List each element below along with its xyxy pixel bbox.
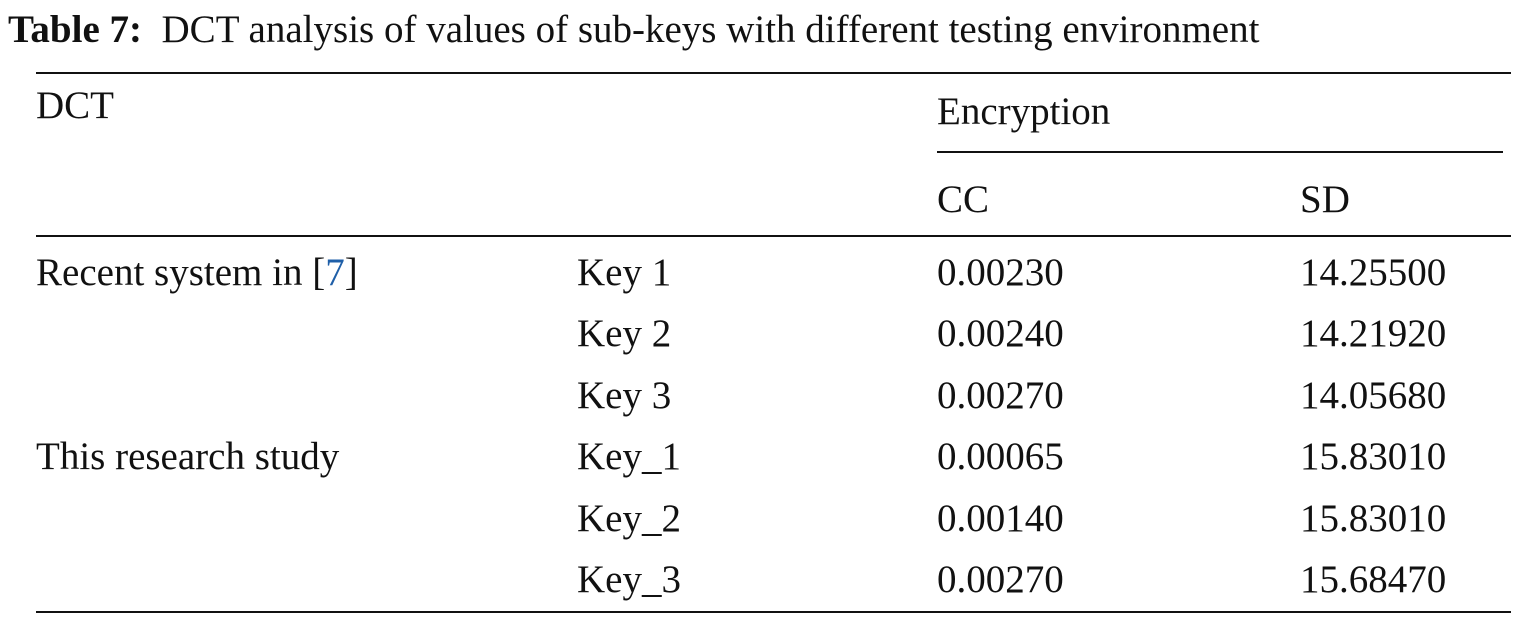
group-label-text: This research study [36,435,340,479]
key-cell: Key_3 [577,558,681,601]
key-cell: Key 2 [577,312,672,356]
cc-cell: 0.00140 [937,496,1064,540]
sd-cell: 14.21920 [1300,312,1447,356]
sd-cell: 14.25500 [1300,251,1447,294]
cc-cell: 0.00270 [937,373,1064,417]
sd-cell: 15.68470 [1300,558,1447,601]
bottom-rule [36,611,1511,613]
sd-cell: 15.83010 [1300,496,1447,540]
cc-cell: 0.00240 [937,312,1064,356]
key-cell: Key_1 [577,435,681,479]
caption-text: DCT analysis of values of sub-keys with … [161,8,1260,51]
table-caption: Table 7: DCT analysis of values of sub-k… [8,8,1259,52]
group-label-text: ] [344,251,358,294]
header-column: SD [1300,178,1350,221]
sd-cell: 14.05680 [1300,373,1447,417]
group-rule [937,151,1503,153]
group-label: Recent system in [7] [36,251,358,295]
key-cell: Key_2 [577,496,681,540]
group-label: This research study [36,435,339,479]
key-cell: Key 1 [577,251,672,294]
group-label-text: Recent system in [ [36,251,326,294]
top-rule [36,72,1511,74]
header-group: Encryption [937,90,1111,133]
cc-cell: 0.00065 [937,435,1064,479]
sd-cell: 15.83010 [1300,435,1447,479]
key-cell: Key 3 [577,373,672,417]
header-column: CC [937,178,990,221]
citation: 7 [325,251,345,294]
caption-label: Table 7: [8,8,143,51]
cc-cell: 0.00230 [937,251,1064,294]
mid-rule [36,235,1511,237]
cc-cell: 0.00270 [937,558,1064,601]
header-method: DCT [36,84,114,127]
